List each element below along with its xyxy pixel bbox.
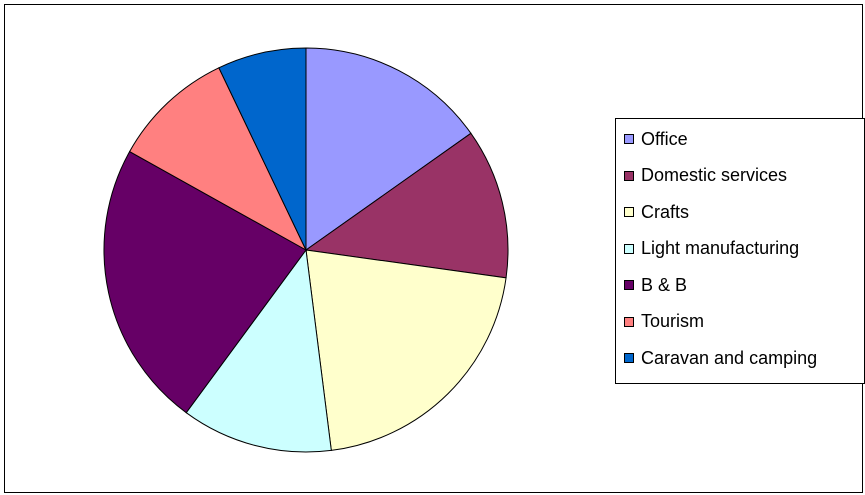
legend-label: Tourism: [641, 311, 705, 331]
legend-swatch: [624, 170, 634, 181]
pie-slice-b-b: [103, 150, 307, 414]
legend-item: B & B: [624, 273, 687, 297]
chart-area: Office Domestic services Crafts Light manuf…: [4, 4, 865, 493]
legend-swatch: [624, 243, 634, 254]
legend-item: Domestic services: [624, 164, 787, 188]
legend-swatch: [624, 353, 634, 363]
legend-label: B & B: [641, 274, 688, 295]
legend-item: Light manufacturing: [624, 237, 799, 261]
legend-item: Office: [624, 127, 688, 151]
pie-slice-caravan-and-camping: [218, 47, 307, 251]
legend-item: Crafts: [624, 200, 689, 224]
legend-swatch: [624, 134, 634, 144]
legend-label: Crafts: [641, 201, 690, 222]
pie-slice-domestic-services: [304, 132, 509, 279]
pie-slice-tourism: [128, 67, 308, 252]
legend-item: Tourism: [624, 310, 704, 334]
pie-chart: [103, 47, 509, 453]
pie-slice-light-manufacturing: [185, 248, 332, 453]
legend-label: Light manufacturing: [641, 238, 800, 258]
legend-label: Office: [641, 128, 688, 149]
legend-swatch: [624, 207, 634, 217]
pie-slice-office: [305, 47, 472, 251]
legend-label: Domestic services: [641, 165, 788, 185]
legend-label: Caravan and camping: [641, 347, 818, 368]
legend: Office Domestic services Crafts Light manuf…: [615, 118, 865, 384]
pie-slices: [103, 47, 509, 453]
legend-item: Caravan and camping: [624, 346, 817, 370]
pie-slice-crafts: [305, 249, 507, 451]
legend-swatch: [624, 280, 634, 290]
legend-swatch: [624, 316, 634, 327]
